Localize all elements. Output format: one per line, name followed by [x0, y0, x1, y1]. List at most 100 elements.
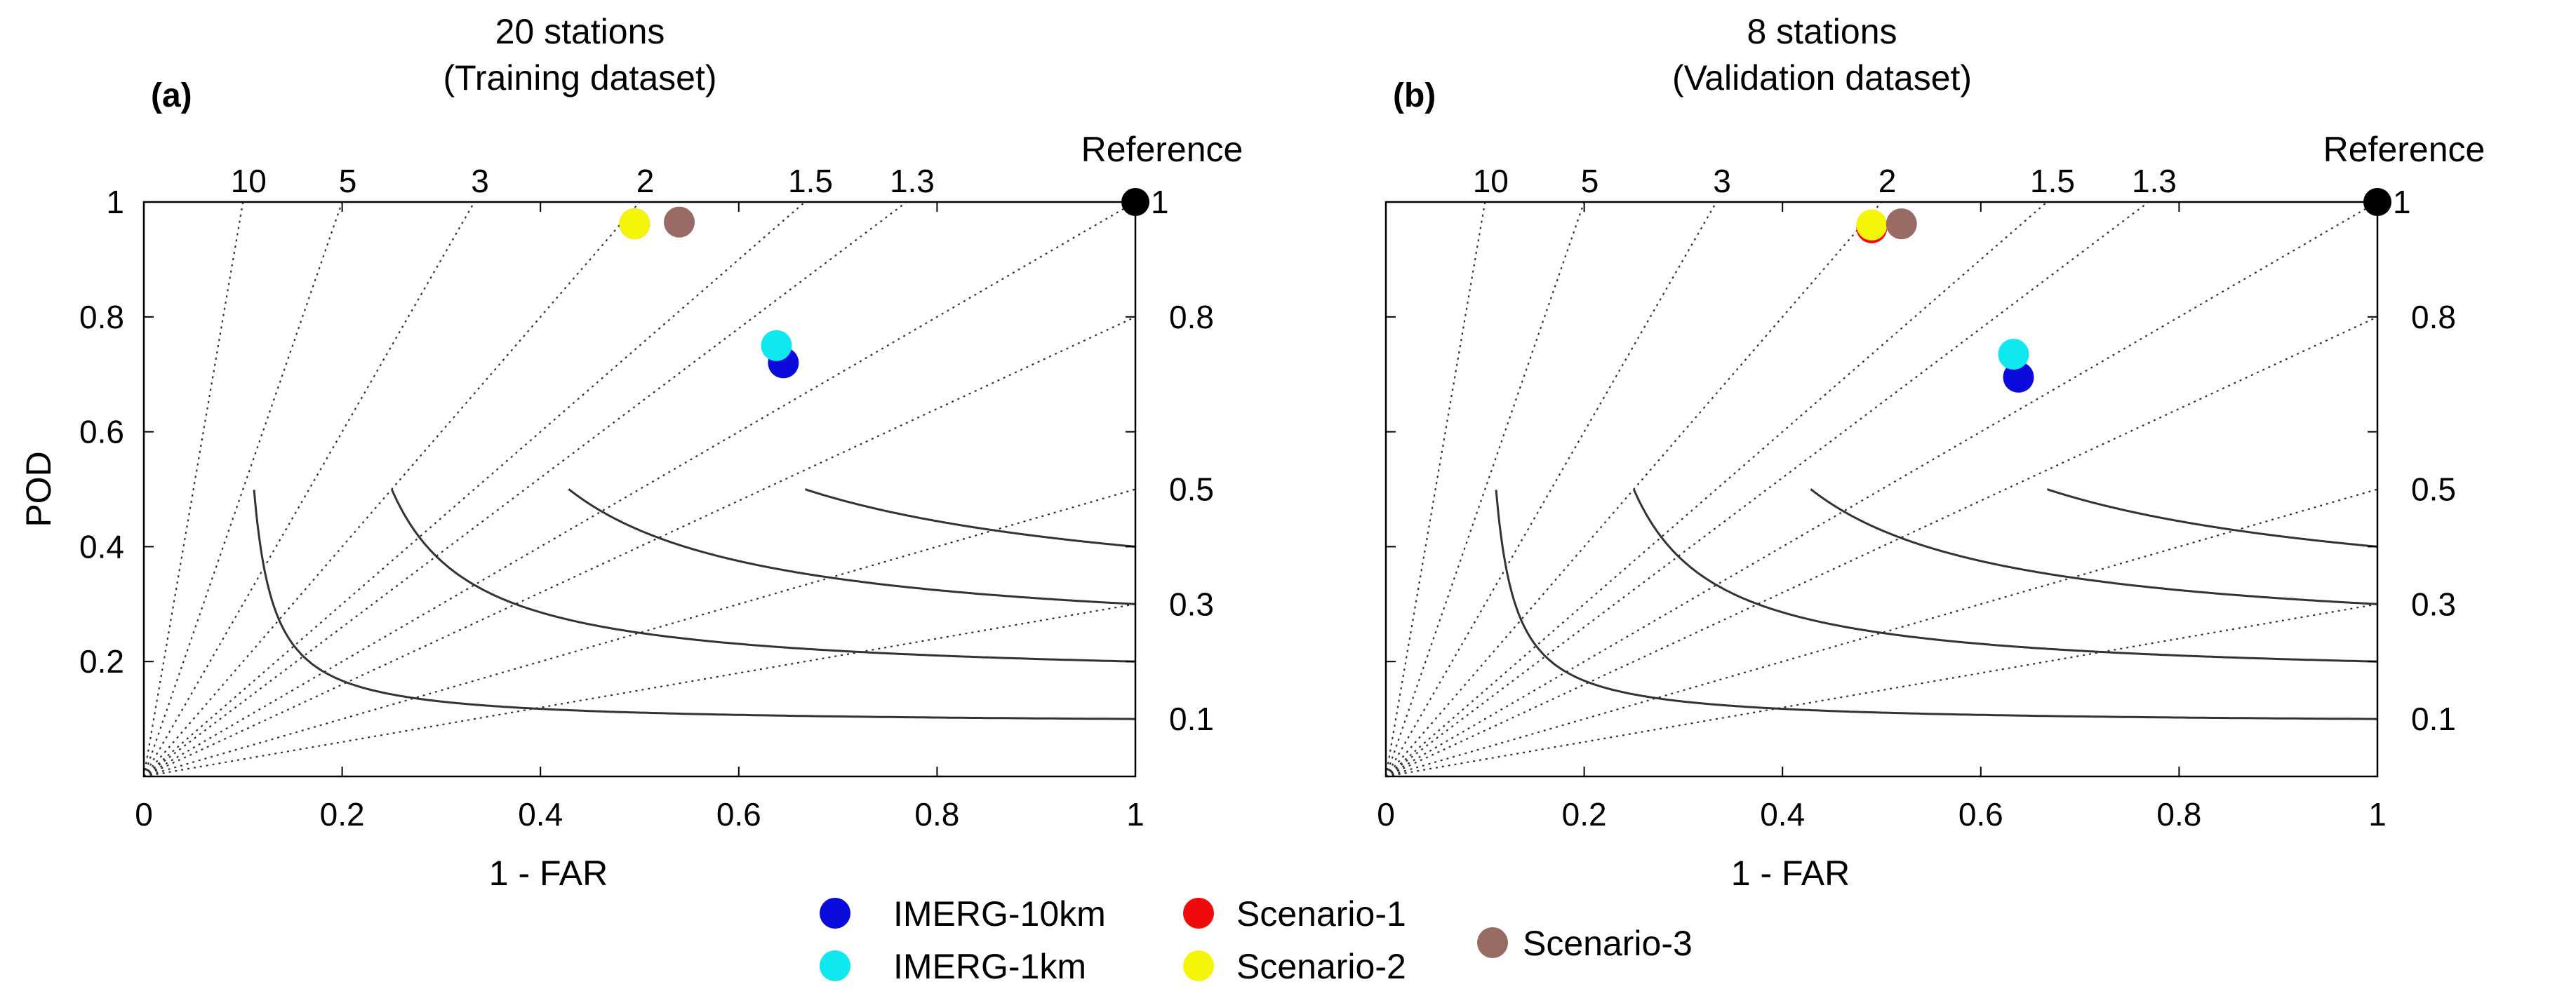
bias-label: 3 [471, 163, 489, 199]
bias-line [144, 202, 1135, 776]
bias-line [1386, 202, 2149, 776]
bias-line [1386, 488, 2377, 776]
y-tick-label: 0.2 [79, 643, 124, 680]
legend-label: Scenario-3 [1523, 924, 1693, 963]
chart-subtitle: (Training dataset) [443, 58, 717, 97]
x-tick-label: 0.8 [914, 796, 959, 833]
x-tick-label: 1 [1126, 796, 1144, 833]
csi-label: 1 [1151, 184, 1169, 220]
y-tick-label: 0.4 [79, 528, 124, 565]
csi-label: 0.3 [2411, 586, 2456, 622]
bias-line [144, 202, 641, 776]
bias-label: 1.3 [890, 163, 935, 199]
legend-label: IMERG-10km [893, 894, 1106, 934]
csi-label: 0.5 [2411, 471, 2456, 508]
bias-label: 3 [1713, 163, 1731, 199]
legend: IMERG-10km IMERG-1km Scenario-1 Scenario-2 S… [820, 894, 1693, 986]
bias-label: 2 [1878, 163, 1897, 199]
x-tick-label: 0.8 [2156, 796, 2201, 833]
bias-line [1386, 202, 1486, 776]
legend-marker [1183, 898, 1214, 929]
chart-panel-a: 0 0.2 0.4 0.6 0.8 1 0.2 0.4 0.6 0.8 1 0.1 0.3 0.5 0.8 1… [19, 12, 2576, 893]
bias-label: 1.5 [788, 163, 833, 199]
csi-curve [2377, 317, 2576, 490]
legend-label: IMERG-1km [893, 947, 1086, 986]
bias-label: 10 [231, 163, 267, 199]
legend-marker [820, 950, 850, 981]
csi-label: 1 [2393, 184, 2411, 220]
csi-curve [1810, 488, 2377, 605]
csi-curve [2047, 488, 2377, 548]
csi-curve [2377, 260, 2576, 490]
reference-point [1121, 188, 1149, 216]
bias-line [1386, 316, 2377, 776]
bias-line [1386, 202, 2048, 776]
bias-line [144, 488, 1135, 776]
csi-curve [1135, 317, 2576, 490]
panel-label: (a) [151, 77, 192, 114]
reference-label: Reference [2323, 130, 2485, 169]
data-point-scenario-2 [619, 208, 650, 240]
axes-frame [142, 201, 1137, 778]
csi-label: 0.5 [1169, 471, 1214, 508]
x-axis-label: 1 - FAR [489, 854, 608, 893]
csi-curve [1135, 375, 2459, 490]
csi-label: 0.1 [2411, 701, 2456, 737]
bias-label: 10 [1473, 163, 1509, 199]
x-tick-label: 0.2 [1562, 796, 1607, 833]
x-tick-label: 0.6 [1958, 796, 2003, 833]
legend-item: IMERG-10km [820, 894, 1106, 934]
csi-curve [2377, 432, 2576, 490]
data-point-scenario-3 [664, 206, 695, 238]
legend-marker [1183, 950, 1214, 981]
csi-curve [2377, 375, 2576, 490]
data-point-imerg-1km [761, 330, 792, 361]
csi-curve [805, 488, 1135, 548]
bias-line [1386, 202, 2377, 776]
chart-title: 20 stations [495, 12, 665, 51]
x-axis-label: 1 - FAR [1731, 854, 1850, 893]
data-point-imerg-10km [2003, 361, 2034, 393]
bias-line [144, 316, 1135, 776]
y-axis-label: POD [19, 451, 58, 527]
chart-title: 8 stations [1747, 12, 1897, 51]
legend-label: Scenario-1 [1236, 894, 1406, 934]
csi-curve [253, 490, 1135, 720]
data-point-scenario-2 [1856, 209, 1888, 241]
plot-area [144, 202, 2576, 776]
data-point-scenario-3 [1886, 208, 1917, 240]
legend-item: Scenario-1 [1183, 894, 1406, 934]
csi-label: 0.8 [1169, 299, 1214, 335]
reference-point [2363, 188, 2391, 216]
csi-curve [568, 488, 1135, 605]
legend-item: Scenario-3 [1477, 924, 1693, 963]
legend-label: Scenario-2 [1236, 947, 1406, 986]
x-tick-label: 0.2 [320, 796, 365, 833]
data-point-imerg-1km [1998, 339, 2029, 370]
axes-frame [1384, 201, 2379, 778]
legend-item: Scenario-2 [1183, 947, 1406, 986]
bias-label: 1.5 [2030, 163, 2075, 199]
csi-curve [391, 488, 1135, 663]
csi-label: 0.1 [1169, 701, 1214, 737]
x-tick-label: 1 [2368, 796, 2387, 833]
bias-label: 1.3 [2132, 163, 2177, 199]
bias-line [144, 202, 343, 776]
bias-line [144, 202, 244, 776]
bias-line [144, 202, 806, 776]
plot-area [1386, 202, 2576, 776]
bias-line [144, 202, 907, 776]
y-tick-label: 0.6 [79, 414, 124, 450]
legend-item: IMERG-1km [820, 947, 1086, 986]
x-tick-label: 0.6 [716, 796, 761, 833]
bias-line [1386, 202, 1883, 776]
csi-curve [1135, 260, 2576, 490]
chart-subtitle: (Validation dataset) [1672, 58, 1972, 97]
x-tick-label: 0 [1377, 796, 1395, 833]
bias-label: 5 [339, 163, 357, 199]
x-tick-label: 0.4 [1760, 796, 1805, 833]
y-tick-label: 0.8 [79, 299, 124, 335]
reference-label: Reference [1081, 130, 1243, 169]
csi-label: 0.3 [1169, 586, 1214, 622]
